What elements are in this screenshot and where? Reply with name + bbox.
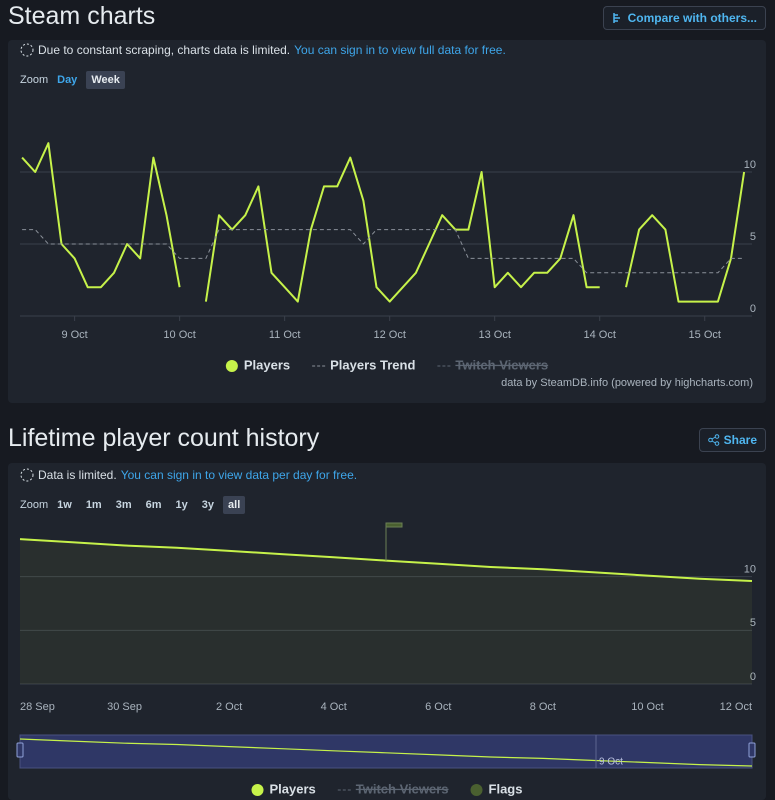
zoom-bar: Zoom 1w 1m 3m 6m 1y 3y all (20, 496, 246, 514)
legend: Players Twitch Viewers Flags (251, 781, 523, 796)
navigator-label: 9 Oct (599, 757, 623, 768)
zoom-option[interactable]: 1y (175, 499, 188, 511)
x-tick-label: 11 Oct (269, 329, 301, 341)
y-tick-label: 5 (750, 231, 756, 243)
y-tick-label: 0 (750, 671, 756, 683)
zoom-label: Zoom (20, 499, 49, 511)
zoom-option[interactable]: Day (57, 74, 78, 86)
x-tick-label: 15 Oct (689, 329, 721, 341)
series-line (22, 229, 745, 274)
zoom-option[interactable]: 1w (57, 499, 72, 511)
zoom-option[interactable]: 3y (201, 499, 215, 511)
legend: Players Players Trend Twitch Viewers (225, 357, 548, 372)
y-tick-label: 0 (750, 303, 756, 315)
notice-text: Due to constant scraping, charts data is… (38, 43, 291, 57)
series-line (19, 538, 753, 582)
navigator (19, 734, 753, 769)
zoom-option[interactable]: 6m (145, 499, 162, 511)
x-tick-label: 12 Oct (720, 701, 752, 713)
area (20, 539, 752, 684)
compare-button[interactable]: Compare with others... (602, 6, 766, 30)
x-tick-label: 30 Sep (107, 701, 142, 713)
x-tick-label: 14 Oct (584, 329, 616, 341)
notice-link[interactable]: You can sign in to view full data for fr… (294, 43, 506, 57)
zoom-option[interactable]: 1m (85, 499, 102, 511)
legend-symbol (251, 784, 264, 796)
x-tick-label: 12 Oct (373, 329, 405, 341)
legend-label[interactable]: Twitch Viewers (455, 357, 548, 372)
legend-label[interactable]: Players (244, 357, 290, 372)
legend-symbol (225, 360, 238, 372)
y-tick-label: 10 (744, 159, 756, 171)
compare-icon (612, 13, 620, 23)
x-tick-label: 2 Oct (216, 701, 242, 713)
notice-icon (20, 43, 34, 57)
x-tick-label: 13 Oct (478, 329, 510, 341)
legend-label[interactable]: Twitch Viewers (356, 781, 449, 796)
zoom-option[interactable]: all (223, 496, 246, 514)
legend-label[interactable]: Players (270, 781, 316, 796)
notice-icon (20, 468, 34, 482)
notice: Data is limited. You can sign in to view… (20, 468, 357, 482)
button-label: Compare with others... (627, 11, 757, 25)
notice-text: Data is limited. (38, 468, 117, 482)
notice-link[interactable]: You can sign in to view data per day for… (120, 468, 358, 482)
x-tick-label: 28 Sep (20, 701, 55, 713)
section-title: Steam charts (8, 2, 156, 30)
navigator-line (19, 738, 753, 767)
share-icon (707, 434, 719, 446)
chart-panel (8, 40, 766, 403)
zoom-label: Zoom (20, 74, 49, 86)
credit[interactable]: data by SteamDB.info (powered by highcha… (501, 377, 753, 389)
legend-label[interactable]: Flags (489, 781, 523, 796)
legend-label[interactable]: Players Trend (330, 357, 415, 372)
navigator-handle[interactable] (748, 742, 756, 758)
x-tick-label: 10 Oct (163, 329, 195, 341)
x-tick-label: 4 Oct (321, 701, 347, 713)
zoom-bar: Zoom Day Week (20, 71, 125, 89)
x-tick-label: 10 Oct (631, 701, 663, 713)
y-tick-label: 5 (750, 617, 756, 629)
x-tick-label: 8 Oct (530, 701, 556, 713)
zoom-option[interactable]: Week (86, 71, 125, 89)
y-tick-label: 10 (744, 564, 756, 576)
zoom-option[interactable]: 3m (115, 499, 132, 511)
section-title: Lifetime player count history (8, 424, 320, 452)
navigator-handle[interactable] (16, 742, 24, 758)
notice: Due to constant scraping, charts data is… (20, 43, 506, 57)
legend-symbol (470, 784, 483, 796)
share-button[interactable]: Share (698, 428, 766, 452)
flag (385, 522, 403, 528)
series-line (21, 142, 746, 303)
x-tick-label: 6 Oct (425, 701, 451, 713)
x-tick-label: 9 Oct (61, 329, 87, 341)
button-label: Share (723, 433, 757, 447)
